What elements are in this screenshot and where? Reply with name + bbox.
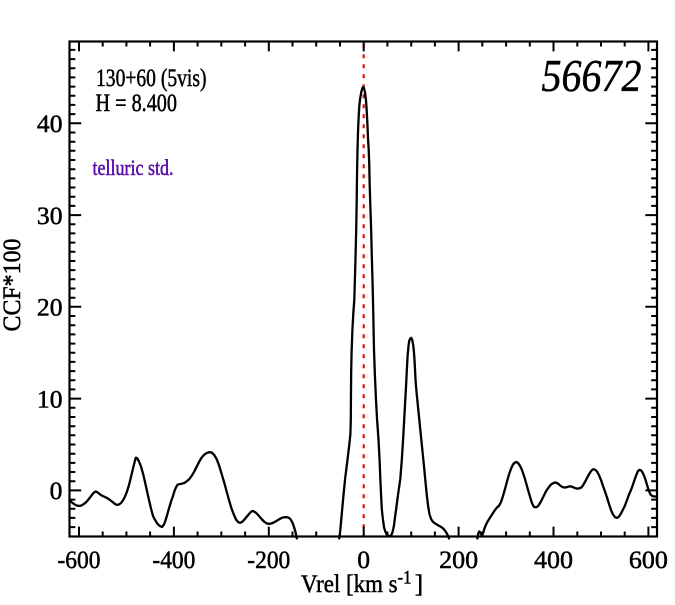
svg-text:200: 200 xyxy=(439,545,478,574)
svg-text:0: 0 xyxy=(357,545,370,574)
svg-text:0: 0 xyxy=(50,476,63,505)
svg-text:400: 400 xyxy=(534,545,573,574)
svg-text:30: 30 xyxy=(37,201,63,230)
svg-text:40: 40 xyxy=(37,109,63,138)
svg-text:600: 600 xyxy=(629,545,668,574)
svg-text:H = 8.400: H = 8.400 xyxy=(96,90,178,117)
svg-text:telluric std.: telluric std. xyxy=(93,155,174,180)
svg-text:-600: -600 xyxy=(58,545,101,574)
svg-text:CCF*100: CCF*100 xyxy=(0,239,26,332)
svg-text:130+60 (5vis): 130+60 (5vis) xyxy=(96,65,207,92)
svg-text:-1: -1 xyxy=(398,568,412,589)
svg-text:56672: 56672 xyxy=(542,51,642,101)
svg-text:]: ] xyxy=(415,571,423,598)
svg-text:-200: -200 xyxy=(247,545,290,574)
svg-text:-400: -400 xyxy=(152,545,195,574)
svg-text:Vrel [km s: Vrel [km s xyxy=(301,571,398,598)
svg-text:20: 20 xyxy=(37,293,63,322)
svg-text:10: 10 xyxy=(37,384,63,413)
